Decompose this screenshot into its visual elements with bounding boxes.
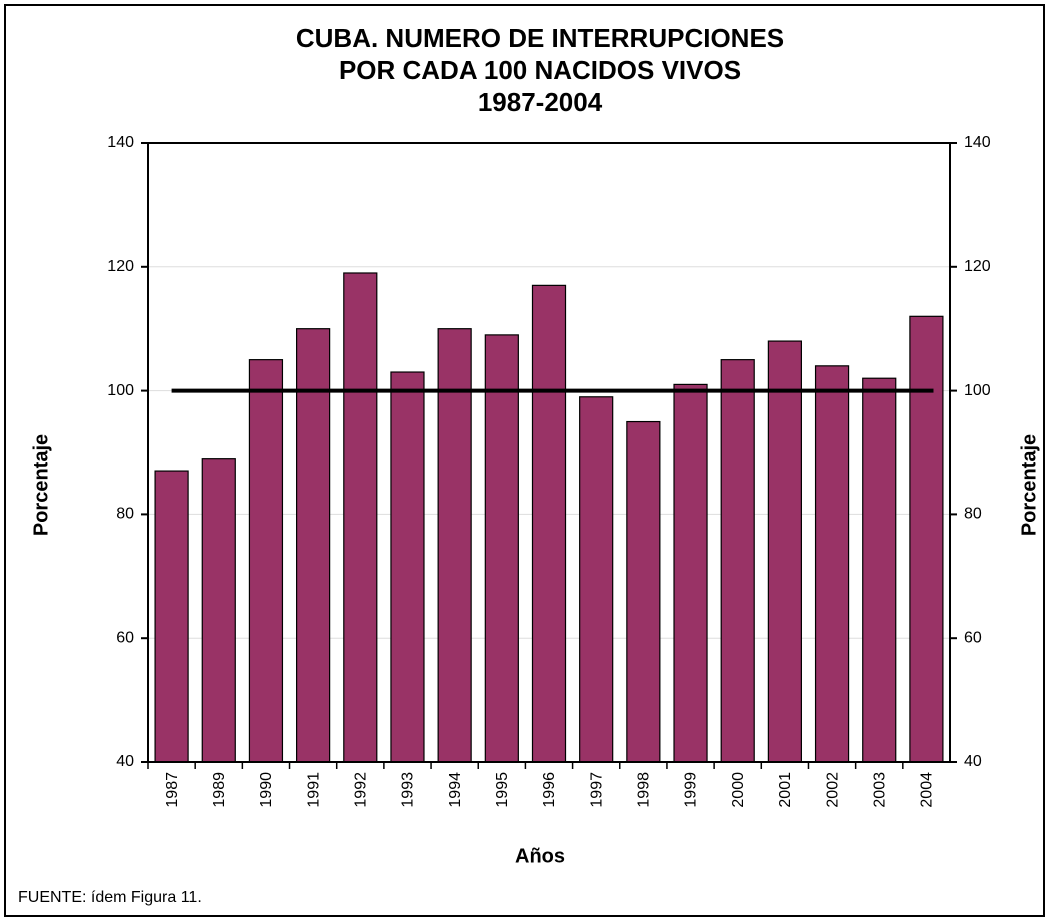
- bar: [626, 420, 661, 763]
- y2-tick-label: 120: [964, 258, 991, 275]
- y-tick-label: 40: [116, 753, 134, 770]
- plot-border: [147, 142, 951, 763]
- bar: [767, 340, 802, 763]
- x-tick-label: 2002: [824, 772, 841, 808]
- y-tick-label: 80: [116, 506, 134, 523]
- chart-title: POR CADA 100 NACIDOS VIVOS: [339, 55, 741, 85]
- y2-tick-label: 140: [964, 134, 991, 151]
- x-tick-label: 1992: [353, 772, 370, 808]
- bar: [814, 365, 850, 763]
- y-axis-label: Porcentaje: [30, 434, 52, 536]
- x-tick-label: 1989: [211, 772, 228, 808]
- bar: [154, 470, 189, 763]
- y2-tick-label: 60: [964, 629, 982, 646]
- source-note: FUENTE: ídem Figura 11.: [18, 889, 202, 906]
- y2-axis-label: Porcentaje: [1018, 434, 1040, 536]
- bar: [390, 371, 425, 763]
- bar: [343, 272, 378, 763]
- x-tick-label: 1999: [683, 772, 700, 808]
- x-tick-label: 1998: [636, 772, 653, 808]
- chart-title: 1987-2004: [478, 87, 603, 117]
- y-tick-label: 100: [107, 382, 134, 399]
- bar: [720, 359, 755, 763]
- bar: [201, 458, 236, 763]
- bar: [579, 396, 614, 763]
- x-axis-label: Años: [515, 845, 565, 867]
- x-tick-label: 1993: [400, 772, 417, 808]
- y2-tick-label: 100: [964, 382, 991, 399]
- bar: [909, 315, 944, 763]
- bar: [531, 284, 567, 763]
- y2-tick-label: 40: [964, 753, 982, 770]
- bar: [248, 359, 284, 763]
- chart-title: CUBA. NUMERO DE INTERRUPCIONES: [296, 23, 784, 53]
- x-tick-label: 2000: [730, 772, 747, 808]
- x-tick-label: 1991: [305, 772, 322, 808]
- bar: [437, 328, 472, 763]
- bar: [296, 328, 331, 763]
- y-tick-label: 140: [107, 134, 134, 151]
- x-tick-label: 1995: [494, 772, 511, 808]
- bar: [862, 377, 897, 763]
- bar: [484, 334, 519, 763]
- x-tick-label: 2004: [919, 772, 936, 808]
- y-tick-label: 120: [107, 258, 134, 275]
- x-tick-label: 1994: [447, 772, 464, 808]
- x-tick-label: 2003: [871, 772, 888, 808]
- x-tick-label: 1987: [164, 772, 181, 808]
- x-tick-label: 1990: [258, 772, 275, 808]
- y-tick-label: 60: [116, 629, 134, 646]
- bar: [673, 383, 708, 763]
- x-tick-label: 1996: [541, 772, 558, 808]
- y2-tick-label: 80: [964, 506, 982, 523]
- x-tick-label: 2001: [777, 772, 794, 808]
- x-tick-label: 1997: [588, 772, 605, 808]
